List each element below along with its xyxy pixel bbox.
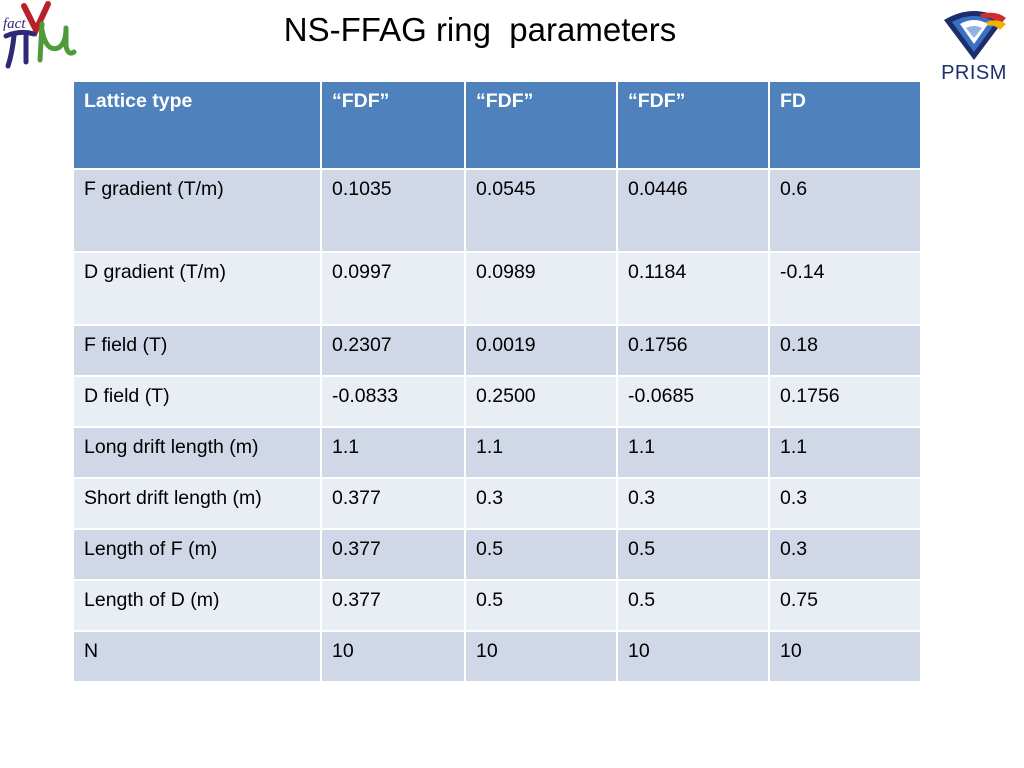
header-column-1: “FDF” — [320, 80, 466, 170]
table-cell: 0.3 — [768, 477, 922, 530]
table-cell: 1.1 — [320, 426, 466, 479]
pi-left-leg-icon — [5, 33, 17, 69]
nu-glyph-icon — [21, 1, 51, 37]
row-label: Long drift length (m) — [72, 426, 322, 479]
table-cell: 0.6 — [768, 168, 922, 253]
table-row: D gradient (T/m) 0.0997 0.0989 0.1184 -0… — [72, 251, 922, 326]
table-row: Long drift length (m) 1.1 1.1 1.1 1.1 — [72, 426, 922, 479]
table-cell: 0.377 — [320, 528, 466, 581]
table-cell: 0.3 — [464, 477, 618, 530]
table-row: Length of F (m) 0.377 0.5 0.5 0.3 — [72, 528, 922, 581]
row-label: N — [72, 630, 322, 683]
table-cell: -0.14 — [768, 251, 922, 326]
table-cell: 0.1035 — [320, 168, 466, 253]
row-label: F field (T) — [72, 324, 322, 377]
table-row: D field (T) -0.0833 0.2500 -0.0685 0.175… — [72, 375, 922, 428]
nufact-logo-graphic — [3, 1, 77, 69]
table-row: Length of D (m) 0.377 0.5 0.5 0.75 — [72, 579, 922, 632]
table-cell: 0.377 — [320, 477, 466, 530]
table-header-row: Lattice type “FDF” “FDF” “FDF” FD — [72, 80, 922, 170]
table-cell: 0.0989 — [464, 251, 618, 326]
table-cell: 0.75 — [768, 579, 922, 632]
nufact-logo-text: fact — [3, 16, 26, 32]
table-cell: 1.1 — [768, 426, 922, 479]
table-cell: 0.5 — [616, 579, 770, 632]
table-cell: -0.0685 — [616, 375, 770, 428]
header-column-3: “FDF” — [616, 80, 770, 170]
table-cell: 0.3 — [768, 528, 922, 581]
table-cell: 0.0545 — [464, 168, 618, 253]
row-label: Length of F (m) — [72, 528, 322, 581]
prism-logo-text: PRISM — [941, 62, 1007, 84]
table-cell: 0.2500 — [464, 375, 618, 428]
table-cell: 0.1756 — [768, 375, 922, 428]
table-cell: 0.0019 — [464, 324, 618, 377]
table-cell: 1.1 — [616, 426, 770, 479]
ring-parameters-table: Lattice type “FDF” “FDF” “FDF” FD F grad… — [72, 80, 922, 683]
table-cell: 0.377 — [320, 579, 466, 632]
row-label: D field (T) — [72, 375, 322, 428]
prism-logo: PRISM — [936, 4, 1012, 84]
table-cell: 0.0446 — [616, 168, 770, 253]
nufact-logo: fact — [0, 0, 80, 72]
table-cell: 10 — [320, 630, 466, 683]
table-row: F field (T) 0.2307 0.0019 0.1756 0.18 — [72, 324, 922, 377]
table-cell: 10 — [616, 630, 770, 683]
table-cell: 0.18 — [768, 324, 922, 377]
table-cell: 0.5 — [616, 528, 770, 581]
table-cell: 0.0997 — [320, 251, 466, 326]
table-cell: -0.0833 — [320, 375, 466, 428]
row-label: F gradient (T/m) — [72, 168, 322, 253]
table-cell: 0.1184 — [616, 251, 770, 326]
header-column-2: “FDF” — [464, 80, 618, 170]
table-row: Short drift length (m) 0.377 0.3 0.3 0.3 — [72, 477, 922, 530]
table-row: F gradient (T/m) 0.1035 0.0545 0.0446 0.… — [72, 168, 922, 253]
header-column-4: FD — [768, 80, 922, 170]
row-label: D gradient (T/m) — [72, 251, 322, 326]
prism-emblem-icon — [944, 11, 1006, 60]
page-title: NS-FFAG ring parameters — [283, 11, 677, 48]
mu-glyph-icon — [37, 21, 77, 63]
table-cell: 0.3 — [616, 477, 770, 530]
table-cell: 10 — [768, 630, 922, 683]
table-cell: 0.5 — [464, 579, 618, 632]
row-label: Length of D (m) — [72, 579, 322, 632]
pi-bar-icon — [3, 29, 37, 39]
table-cell: 0.5 — [464, 528, 618, 581]
table-cell: 0.2307 — [320, 324, 466, 377]
row-label: Short drift length (m) — [72, 477, 322, 530]
table-row: N 10 10 10 10 — [72, 630, 922, 683]
table-cell: 0.1756 — [616, 324, 770, 377]
table-cell: 10 — [464, 630, 618, 683]
header-lattice-type: Lattice type — [72, 80, 322, 170]
table-cell: 1.1 — [464, 426, 618, 479]
